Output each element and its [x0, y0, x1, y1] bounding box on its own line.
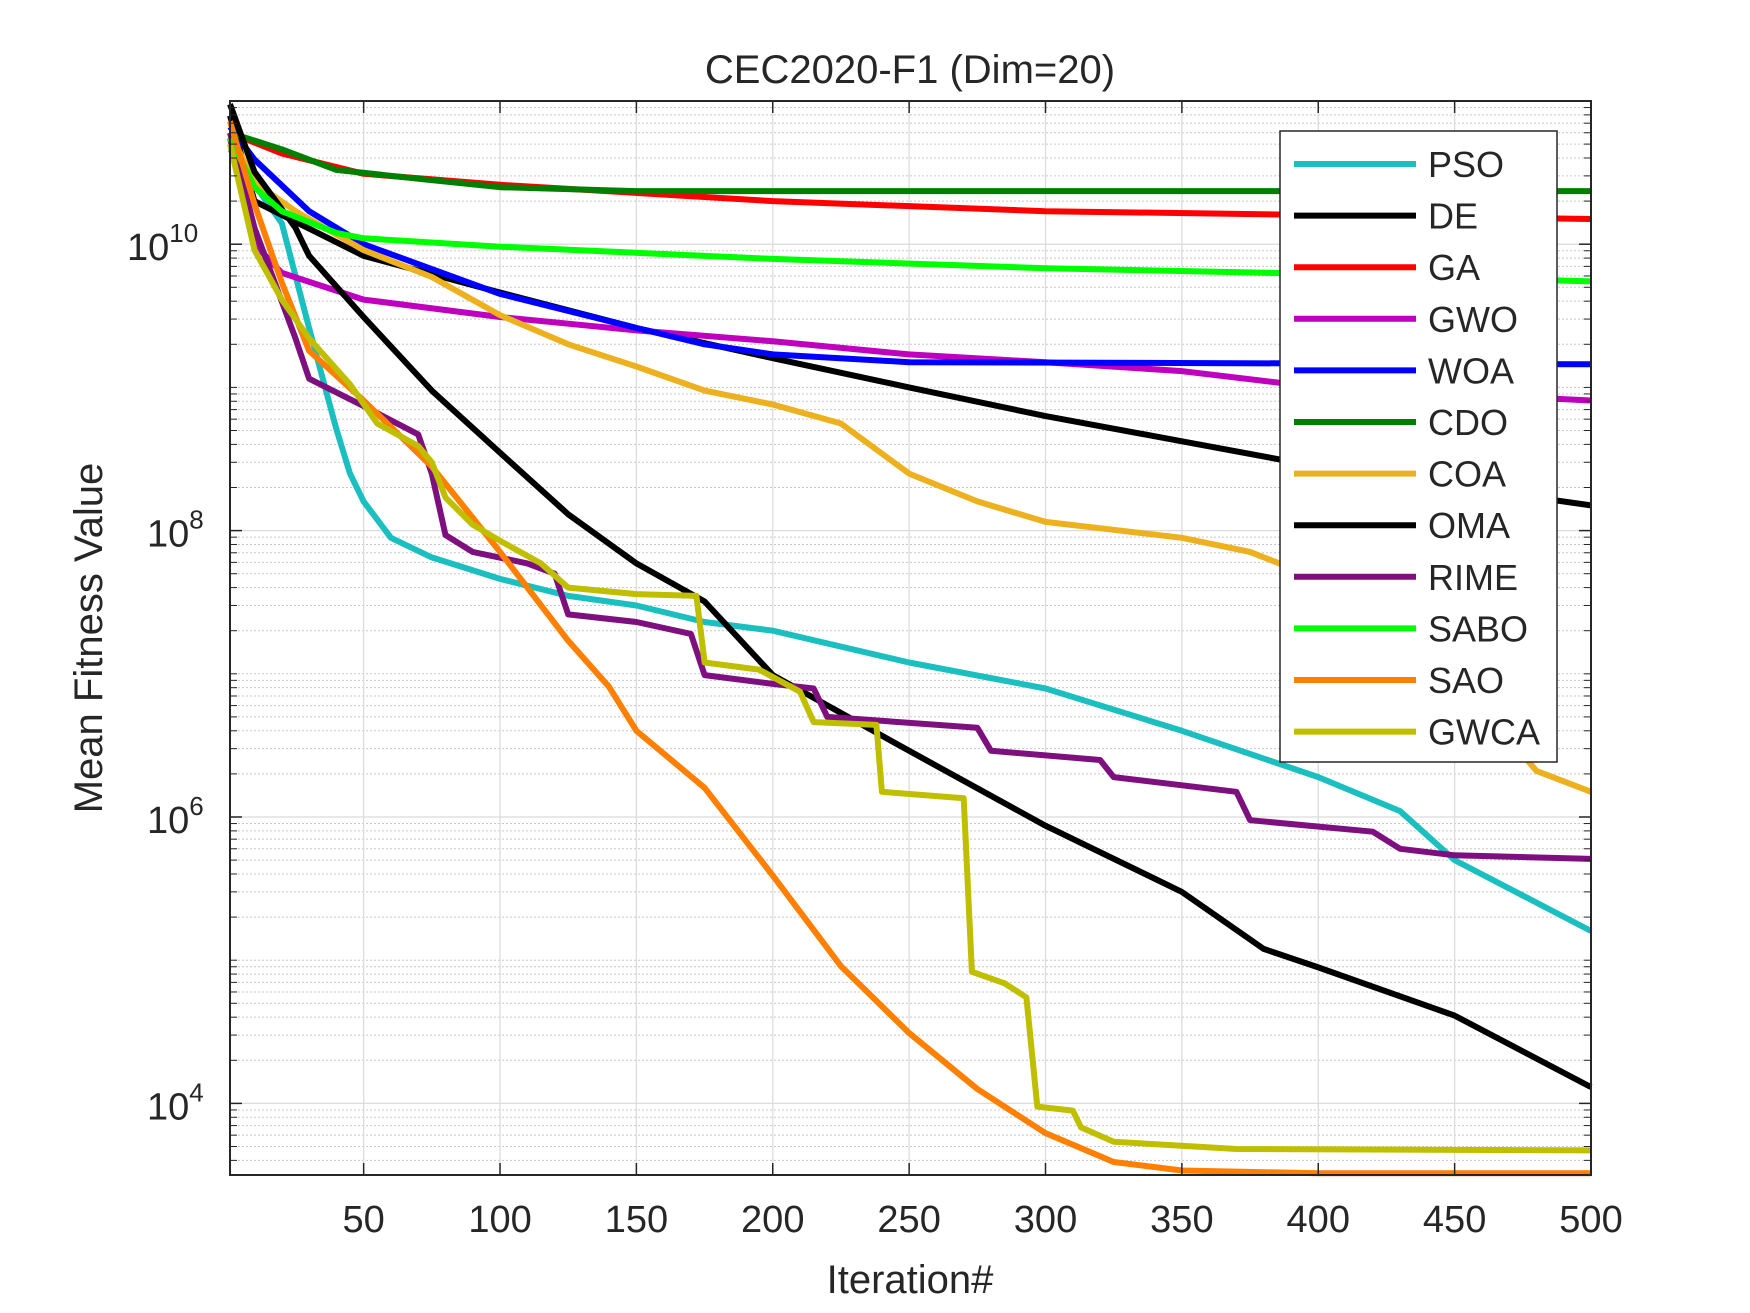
legend-label: WOA — [1428, 350, 1514, 391]
legend: PSO DE GA GWO WOA CDO COA OMA RIME SABO SAO GWCA — [1279, 130, 1558, 763]
series-line-sao — [227, 120, 1591, 1177]
series-lines — [227, 103, 1593, 1177]
legend-label: PSO — [1428, 144, 1504, 185]
legend-label: GA — [1428, 247, 1480, 288]
legend-item-coa: COA — [1294, 454, 1506, 495]
legend-label: CDO — [1428, 402, 1508, 443]
series-line-oma — [227, 103, 1593, 1090]
x-tick-label: 350 — [1150, 1199, 1213, 1241]
axes-box — [229, 100, 1592, 1176]
x-axis-label: Iteration# — [827, 1258, 995, 1302]
y-tick-exponent: 4 — [189, 1077, 203, 1107]
legend-label: SABO — [1428, 608, 1528, 649]
ticks: 50 100 150 200 250 300 350 400 450 50010410610810… — [127, 101, 1623, 1241]
legend-item-gwo: GWO — [1294, 299, 1518, 340]
y-tick-exponent: 10 — [169, 218, 198, 248]
series-line-gwca — [227, 143, 1592, 1154]
legend-item-cdo: CDO — [1294, 402, 1508, 443]
legend-label: RIME — [1428, 557, 1518, 598]
x-tick-label: 500 — [1559, 1199, 1622, 1241]
x-tick-label: 200 — [741, 1199, 804, 1241]
legend-item-pso: PSO — [1294, 144, 1504, 185]
series-line-pso — [227, 147, 1593, 934]
legend-item-woa: WOA — [1294, 350, 1514, 391]
legend-item-oma: OMA — [1294, 505, 1510, 546]
legend-item-sao: SAO — [1294, 660, 1504, 701]
x-tick-label: 250 — [877, 1199, 940, 1241]
legend-label: OMA — [1428, 505, 1510, 546]
x-tick-label: 50 — [343, 1199, 385, 1241]
series-line-cdo — [229, 129, 1591, 195]
x-tick-label: 450 — [1423, 1199, 1486, 1241]
chart-title: CEC2020-F1 (Dim=20) — [705, 48, 1115, 92]
x-tick-label: 300 — [1014, 1199, 1077, 1241]
series-line-woa — [227, 125, 1592, 368]
series-line-rime — [227, 132, 1592, 862]
x-tick-label: 100 — [468, 1199, 531, 1241]
legend-item-sabo: SABO — [1294, 608, 1528, 649]
y-tick-exponent: 8 — [189, 505, 203, 535]
legend-item-ga: GA — [1294, 247, 1480, 288]
series-line-sabo — [227, 136, 1592, 285]
legend-box — [1279, 130, 1558, 763]
y-tick-exponent: 6 — [189, 791, 203, 821]
y-axis-label: Mean Fitness Value — [67, 463, 111, 814]
x-tick-label: 400 — [1287, 1199, 1350, 1241]
legend-label: GWCA — [1428, 712, 1540, 753]
legend-label: GWO — [1428, 299, 1518, 340]
legend-label: COA — [1428, 454, 1506, 495]
legend-item-rime: RIME — [1294, 557, 1518, 598]
x-tick-label: 150 — [605, 1199, 668, 1241]
legend-item-gwca: GWCA — [1294, 712, 1540, 753]
legend-item-de: DE — [1294, 196, 1478, 237]
legend-label: DE — [1428, 196, 1478, 237]
legend-label: SAO — [1428, 660, 1504, 701]
